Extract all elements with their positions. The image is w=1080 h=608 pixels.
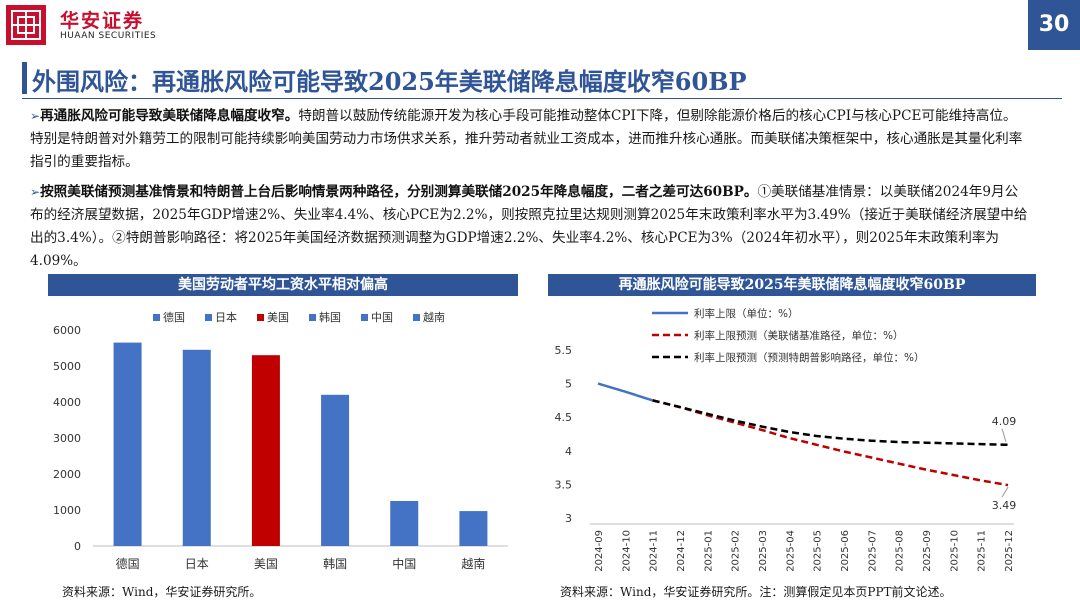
- x-tick-label: 韩国: [323, 556, 347, 571]
- x-tick-label: 2024-09: [594, 530, 605, 572]
- y-tick-label: 4: [565, 445, 572, 458]
- wage-bar-chart: 德国 日本 美国 韩国 中国 越南0100020003000400050006000德国日…: [53, 310, 508, 571]
- legend-label: 利率上限预测（预测特朗普影响路径，单位：%）: [694, 351, 924, 364]
- y-tick-label: 3: [565, 512, 572, 525]
- x-tick-label: 2024-11: [649, 530, 660, 572]
- bar: [113, 342, 142, 546]
- title-accent-bar: [22, 62, 27, 94]
- series-line: [652, 399, 1009, 487]
- legend-swatch: [153, 314, 160, 321]
- legend-label: 越南: [423, 310, 445, 324]
- x-tick-label: 2025-08: [895, 530, 906, 572]
- y-tick-label: 6000: [53, 324, 81, 337]
- legend-label: 日本: [215, 310, 237, 324]
- x-tick-label: 2024-12: [676, 530, 687, 572]
- rate-line-chart: 利率上限（单位：%） 利率上限预测（美联储基准路径，单位：%） 利率上限预测（预测特…: [555, 307, 1017, 572]
- x-tick-label: 2025-01: [703, 530, 714, 572]
- legend-label: 中国: [371, 311, 393, 324]
- left-chart-source: 资料来源：Wind，华安证券研究所。: [62, 585, 262, 599]
- page-title: 外围风险：再通胀风险可能导致2025年美联储降息幅度收窄60BP: [32, 67, 747, 96]
- y-tick-label: 3.5: [555, 478, 573, 491]
- legend-swatch: [257, 314, 264, 321]
- x-tick-label: 2025-04: [785, 530, 796, 572]
- annotation-leader: [1001, 486, 1009, 498]
- bar: [182, 349, 211, 546]
- title-divider: [22, 98, 1062, 99]
- x-tick-label: 日本: [185, 557, 209, 571]
- legend-label: 韩国: [319, 310, 341, 324]
- company-name-cn: 华安证券: [60, 10, 145, 32]
- y-tick-label: 5000: [53, 360, 81, 373]
- legend-label: 美国: [267, 311, 289, 324]
- page-number: 30: [1028, 0, 1080, 50]
- bar: [251, 355, 280, 546]
- annotation-leader: [1001, 428, 1007, 442]
- bar: [390, 501, 419, 546]
- paragraph-2: ➢按照美联储预测基准情景和特朗普上台后影响情景两种路径，分别测算美联储2025年…: [30, 181, 1030, 273]
- legend-label: 利率上限（单位：%）: [694, 307, 798, 320]
- x-tick-label: 2025-06: [840, 530, 851, 572]
- legend-swatch: [413, 314, 420, 321]
- paragraph-1: ➢再通胀风险可能导致美联储降息幅度收窄。特朗普以鼓励传统能源开发为核心手段可能推…: [30, 105, 1030, 174]
- x-tick-label: 2025-09: [922, 530, 933, 572]
- annotation-label: 3.49: [992, 499, 1017, 512]
- legend-swatch: [309, 314, 316, 321]
- y-tick-label: 5.5: [555, 344, 573, 357]
- x-tick-label: 德国: [116, 556, 140, 571]
- x-tick-label: 2025-12: [1004, 530, 1015, 572]
- bar: [321, 394, 350, 546]
- bar: [459, 511, 488, 546]
- bullet-arrow-icon: ➢: [30, 109, 41, 123]
- left-chart-title: 美国劳动者平均工资水平相对偏高: [48, 274, 518, 296]
- x-tick-label: 2025-05: [813, 530, 824, 572]
- company-logo: [6, 5, 46, 45]
- company-name-en: HUAAN SECURITIES: [60, 31, 157, 41]
- x-tick-label: 2025-03: [758, 530, 769, 572]
- legend-swatch: [361, 314, 368, 321]
- legend-label: 德国: [163, 310, 185, 324]
- paragraph-2-body: ①美联储基准情景：以美联储2024年9月公布的经济展望数据，2025年GDP增速…: [30, 184, 1028, 269]
- annotation-label: 4.09: [992, 415, 1017, 428]
- y-tick-label: 0: [74, 540, 81, 553]
- legend-label: 利率上限预测（美联储基准路径，单位：%）: [694, 329, 903, 342]
- series-line: [652, 399, 1009, 447]
- x-tick-label: 越南: [461, 556, 485, 571]
- x-tick-label: 美国: [254, 557, 278, 571]
- x-tick-label: 2025-02: [731, 530, 742, 572]
- legend-swatch: [205, 314, 212, 321]
- x-tick-label: 2024-10: [621, 530, 632, 572]
- x-tick-label: 中国: [392, 556, 416, 571]
- bullet-arrow-icon: ➢: [30, 185, 41, 199]
- y-tick-label: 1000: [53, 504, 81, 517]
- y-tick-label: 3000: [53, 432, 81, 445]
- y-tick-label: 4000: [53, 396, 81, 409]
- y-tick-label: 4.5: [555, 411, 573, 424]
- x-tick-label: 2025-11: [977, 530, 988, 572]
- y-tick-label: 2000: [53, 468, 81, 481]
- series-line: [597, 382, 654, 402]
- right-chart-title: 再通胀风险可能导致2025年美联储降息幅度收窄60BP: [548, 274, 1036, 296]
- right-chart-source: 资料来源：Wind，华安证券研究所。注：测算假定见本页PPT前文论述。: [560, 585, 952, 599]
- paragraph-1-body: 特朗普以鼓励传统能源开发为核心手段可能推动整体CPI下降，但剔除能源价格后的核心…: [30, 108, 1023, 170]
- x-tick-label: 2025-07: [867, 530, 878, 572]
- paragraph-2-lead: 按照美联储预测基准情景和特朗普上台后影响情景两种路径，分别测算美联储2025年降…: [40, 184, 758, 200]
- x-tick-label: 2025-10: [949, 530, 960, 572]
- paragraph-1-lead: 再通胀风险可能导致美联储降息幅度收窄。: [40, 108, 299, 124]
- y-tick-label: 5: [565, 378, 572, 391]
